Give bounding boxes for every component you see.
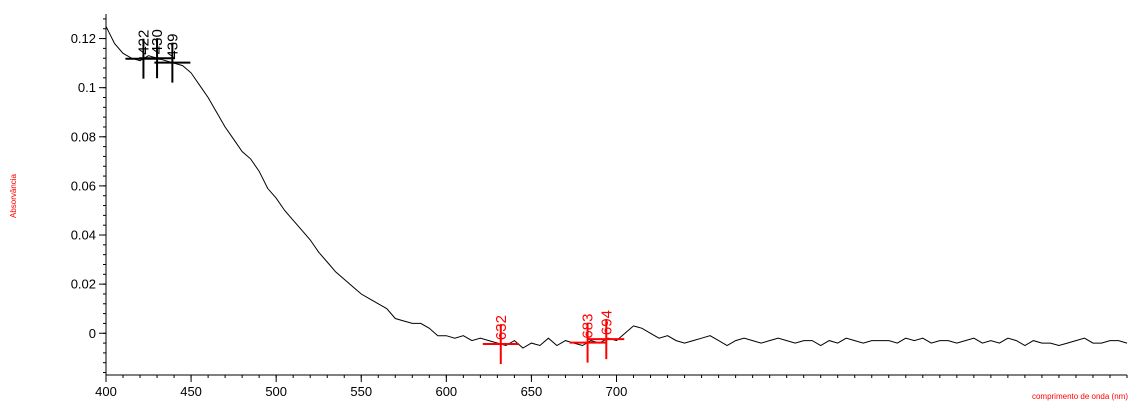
y-tick-label: 0.12 [71,31,96,46]
y-axis-title: Absorvância [9,173,18,218]
x-axis-title: comprimento de onda (nm) [1032,392,1128,401]
peak-label: 439 [164,34,181,59]
y-tick-label: 0 [89,326,96,341]
y-tick-label: 0.08 [71,129,96,144]
peak-label: 632 [493,315,510,340]
x-tick-label: 650 [521,384,543,399]
peak-label: 430 [149,29,166,54]
x-tick-label: 700 [606,384,628,399]
peak-label: 694 [598,310,615,335]
peak-marker: 694 [588,310,625,360]
x-tick-label: 500 [265,384,287,399]
y-tick-label: 0.06 [71,178,96,193]
peak-marker: 683 [569,314,606,363]
x-tick-label: 550 [350,384,372,399]
x-tick-label: 450 [180,384,202,399]
y-axis: 0 0.02 0.04 0.06 0.08 0.1 0.12 [71,14,107,375]
y-tick-label: 0.04 [71,228,96,243]
peak-marker: 430 [139,29,176,79]
peak-marker: 439 [154,34,191,83]
peak-marker: 632 [482,315,519,365]
x-tick-label: 600 [435,384,457,399]
plot-area [105,26,1128,349]
x-axis: 400 450 500 550 600 650 700 [95,374,1128,399]
absorbance-series-line [105,26,1128,349]
peak-label: 422 [135,30,152,55]
x-tick-label: 400 [95,384,117,399]
y-tick-label: 0.02 [71,277,96,292]
peak-label: 683 [580,314,597,339]
y-tick-label: 0.1 [78,80,96,95]
